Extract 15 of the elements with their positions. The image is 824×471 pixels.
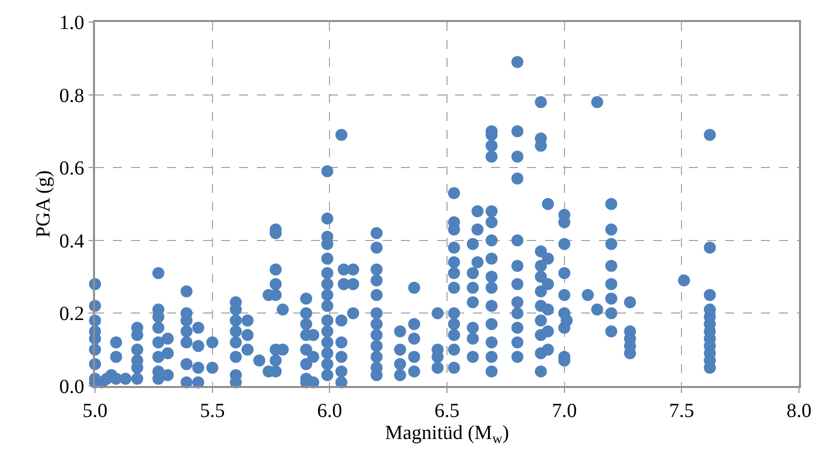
x-axis-title: Magnitüd (M$_{w}$) [384, 422, 510, 447]
y-tick-label: 0.8 [59, 84, 84, 107]
x-tick-label: 6.5 [434, 400, 460, 422]
y-tick-label: 0.6 [59, 158, 84, 180]
y-axis-title: PGA (g) [32, 170, 54, 238]
x-tick-label: 7.5 [669, 400, 694, 422]
x-tick-label: 6.0 [317, 400, 342, 422]
x-tick-label: 7.0 [552, 400, 577, 422]
x-tick-label: 8.0 [786, 400, 812, 422]
x-tick-label: 5.5 [200, 400, 225, 422]
y-tick-label: 1.0 [59, 12, 84, 34]
y-tick-label: 0.4 [59, 230, 84, 252]
y-tick-label: 0.0 [59, 376, 84, 398]
x-tick-label: 5.0 [82, 400, 108, 422]
y-tick-label: 0.2 [59, 303, 84, 326]
